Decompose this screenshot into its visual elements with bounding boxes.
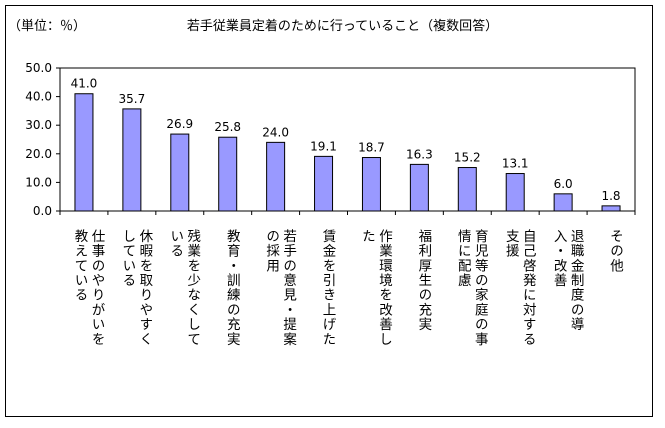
category-label: 退職金制度の導 [568, 229, 585, 332]
category-label: している [119, 229, 135, 288]
category-label: た [359, 229, 375, 244]
category-label: 残業を少なくして [184, 229, 201, 347]
category-label: の採用 [263, 229, 280, 273]
category-label: 育児等の家庭の事 [472, 229, 489, 347]
bar [170, 133, 190, 212]
y-tick-label: 20.0 [25, 147, 52, 161]
category-label: 休暇を取りやすく [136, 229, 153, 347]
category-label: 入・改善 [551, 229, 568, 288]
value-label: 13.1 [502, 157, 529, 171]
chart-title: 若手従業員定着のために行っていること（複数回答） [186, 19, 499, 34]
category-label: 教えている [71, 229, 88, 303]
category-label: その他 [607, 229, 624, 273]
y-tick-label: 0.0 [33, 204, 52, 218]
category-label: 仕事のやりがいを [88, 229, 105, 347]
value-label: 19.1 [310, 139, 337, 153]
value-label: 1.8 [601, 189, 620, 203]
category-label: いる [167, 229, 183, 258]
bar [122, 108, 142, 212]
value-label: 15.2 [454, 151, 481, 165]
bar [74, 93, 94, 212]
bar [266, 141, 286, 212]
value-label: 26.9 [166, 117, 193, 131]
bar [457, 167, 477, 212]
value-label: 6.0 [554, 177, 573, 191]
value-label: 41.0 [71, 77, 98, 91]
category-label: 賃金を引き上げた [320, 229, 337, 347]
unit-label: （単位：％） [8, 19, 87, 34]
value-label: 18.7 [358, 141, 385, 155]
value-label: 25.8 [214, 120, 241, 134]
y-tick-label: 40.0 [25, 90, 52, 104]
category-label: 福利厚生の充実 [415, 229, 432, 332]
category-label: 自己啓発に対する [520, 229, 537, 347]
category-label: 情に配慮 [455, 229, 472, 288]
bar [505, 173, 525, 212]
y-tick-label: 10.0 [25, 175, 52, 189]
category-label: 若手の意見・提案 [280, 229, 297, 347]
bar [314, 155, 334, 212]
value-label: 24.0 [262, 125, 289, 139]
y-tick-label: 30.0 [25, 118, 52, 132]
bar [601, 205, 621, 212]
y-tick-label: 50.0 [25, 61, 52, 75]
value-label: 16.3 [406, 147, 433, 161]
category-label: 作業環境を改善し [376, 229, 393, 347]
bar [553, 193, 573, 212]
value-label: 35.7 [119, 92, 146, 106]
bar [361, 157, 381, 212]
category-label: 支援 [503, 229, 520, 259]
category-label: 教育・訓練の充実 [224, 229, 241, 347]
plot-area [59, 67, 636, 212]
bar [218, 136, 238, 212]
bar [409, 163, 429, 212]
